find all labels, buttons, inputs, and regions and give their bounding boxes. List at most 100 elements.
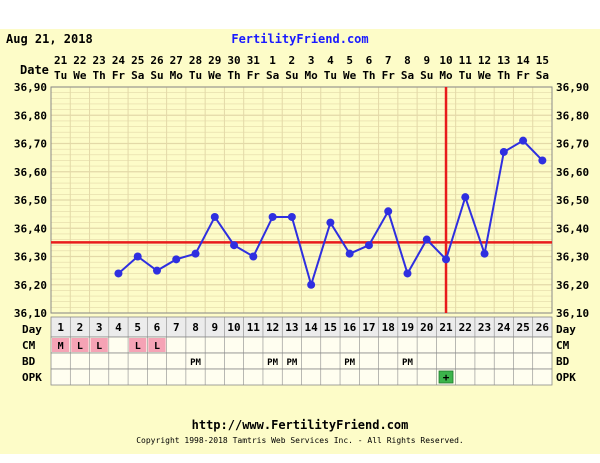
row-label-opk-right: OPK bbox=[556, 371, 576, 384]
day-tick-label: 23 bbox=[478, 321, 491, 334]
weekday-tick-label: Fr bbox=[247, 69, 261, 82]
weekday-tick-label: Mo bbox=[170, 69, 184, 82]
date-tick-label: 27 bbox=[170, 54, 183, 67]
date-tick-label: 10 bbox=[439, 54, 452, 67]
weekday-tick-label: Mo bbox=[305, 69, 319, 82]
temperature-point bbox=[480, 249, 489, 258]
temperature-point bbox=[345, 249, 354, 258]
footer-url: http://www.FertilityFriend.com bbox=[192, 418, 409, 432]
day-tick-label: 4 bbox=[115, 321, 122, 334]
y-tick-label-left: 36,40 bbox=[14, 222, 47, 235]
date-tick-label: 31 bbox=[247, 54, 261, 67]
date-tick-label: 5 bbox=[346, 54, 353, 67]
temperature-point bbox=[191, 249, 200, 258]
weekday-tick-label: We bbox=[73, 69, 87, 82]
y-tick-label-left: 36,80 bbox=[14, 109, 47, 122]
chart-date-label: Aug 21, 2018 bbox=[6, 32, 93, 46]
y-tick-label-right: 36,30 bbox=[556, 251, 589, 264]
cm-cell bbox=[148, 338, 166, 352]
bd-label: PM bbox=[267, 358, 278, 368]
row-label-cm-right: CM bbox=[556, 339, 570, 352]
y-tick-label-right: 36,90 bbox=[556, 81, 589, 94]
date-tick-label: 24 bbox=[112, 54, 126, 67]
plot-border bbox=[50, 86, 553, 314]
day-tick-label: 10 bbox=[227, 321, 240, 334]
weekday-tick-label: Th bbox=[497, 69, 510, 82]
weekday-tick-label: Sa bbox=[131, 69, 144, 82]
day-tick-label: 13 bbox=[285, 321, 298, 334]
bd-label: PM bbox=[190, 358, 201, 368]
y-tick-label-right: 36,70 bbox=[556, 138, 589, 151]
row-label-day-right: Day bbox=[556, 323, 576, 336]
temperature-point bbox=[172, 255, 181, 264]
weekday-tick-label: Th bbox=[362, 69, 375, 82]
day-tick-label: 19 bbox=[401, 321, 414, 334]
weekday-tick-label: Su bbox=[150, 69, 163, 82]
date-tick-label: 11 bbox=[459, 54, 473, 67]
y-tick-label-left: 36,30 bbox=[14, 251, 47, 264]
date-tick-label: 13 bbox=[497, 54, 510, 67]
temperature-point bbox=[519, 136, 528, 145]
cm-label: L bbox=[135, 341, 141, 352]
row-label-opk-left: OPK bbox=[22, 371, 42, 384]
cm-label: L bbox=[154, 341, 160, 352]
date-tick-label: 6 bbox=[366, 54, 373, 67]
day-tick-label: 3 bbox=[96, 321, 103, 334]
weekday-tick-label: Fr bbox=[112, 69, 126, 82]
weekday-tick-label: Tu bbox=[189, 69, 202, 82]
row-label-bd-left: BD bbox=[22, 355, 36, 368]
cm-label: L bbox=[77, 341, 83, 352]
temperature-point bbox=[230, 241, 239, 250]
day-tick-label: 25 bbox=[516, 321, 529, 334]
weekday-tick-label: Su bbox=[420, 69, 433, 82]
y-tick-label-left: 36,20 bbox=[14, 279, 47, 292]
weekday-tick-label: Tu bbox=[324, 69, 337, 82]
day-tick-label: 15 bbox=[324, 321, 337, 334]
temperature-point bbox=[307, 280, 316, 289]
weekday-tick-label: Sa bbox=[401, 69, 414, 82]
date-tick-label: 22 bbox=[73, 54, 86, 67]
row-label-day-left: Day bbox=[22, 323, 42, 336]
bd-label: PM bbox=[286, 358, 297, 368]
day-tick-label: 1 bbox=[57, 321, 64, 334]
weekday-tick-label: Fr bbox=[382, 69, 396, 82]
weekday-tick-label: Tu bbox=[54, 69, 67, 82]
temperature-point bbox=[249, 252, 258, 261]
y-tick-label-left: 36,70 bbox=[14, 138, 47, 151]
date-tick-label: 30 bbox=[227, 54, 240, 67]
temperature-point bbox=[442, 255, 451, 264]
temperature-point bbox=[114, 269, 123, 278]
cm-label: M bbox=[58, 341, 64, 352]
temperature-point bbox=[287, 212, 296, 221]
day-tick-label: 2 bbox=[77, 321, 84, 334]
temperature-point bbox=[133, 252, 142, 261]
y-tick-label-right: 36,80 bbox=[556, 109, 589, 122]
y-tick-label-right: 36,20 bbox=[556, 279, 589, 292]
date-tick-label: 8 bbox=[404, 54, 411, 67]
y-tick-label-left: 36,60 bbox=[14, 166, 47, 179]
day-tick-label: 26 bbox=[536, 321, 550, 334]
y-tick-label-right: 36,50 bbox=[556, 194, 589, 207]
temperature-point bbox=[364, 241, 373, 250]
temperature-point bbox=[384, 207, 393, 216]
weekday-tick-label: Tu bbox=[459, 69, 472, 82]
date-tick-label: 2 bbox=[289, 54, 296, 67]
weekday-tick-label: Th bbox=[93, 69, 106, 82]
site-title: FertilityFriend.com bbox=[231, 32, 368, 46]
day-tick-label: 21 bbox=[439, 321, 453, 334]
weekday-tick-label: Su bbox=[285, 69, 298, 82]
weekday-tick-label: Fr bbox=[516, 69, 530, 82]
day-tick-label: 7 bbox=[173, 321, 180, 334]
day-tick-label: 5 bbox=[134, 321, 141, 334]
cm-cell bbox=[71, 338, 89, 352]
cm-cell bbox=[129, 338, 147, 352]
y-tick-label-left: 36,10 bbox=[14, 307, 47, 320]
weekday-tick-label: We bbox=[343, 69, 357, 82]
date-tick-label: 1 bbox=[269, 54, 276, 67]
day-tick-label: 9 bbox=[211, 321, 218, 334]
day-tick-label: 24 bbox=[497, 321, 511, 334]
day-tick-label: 18 bbox=[382, 321, 395, 334]
y-tick-label-right: 36,40 bbox=[556, 222, 589, 235]
weekday-tick-label: We bbox=[478, 69, 492, 82]
